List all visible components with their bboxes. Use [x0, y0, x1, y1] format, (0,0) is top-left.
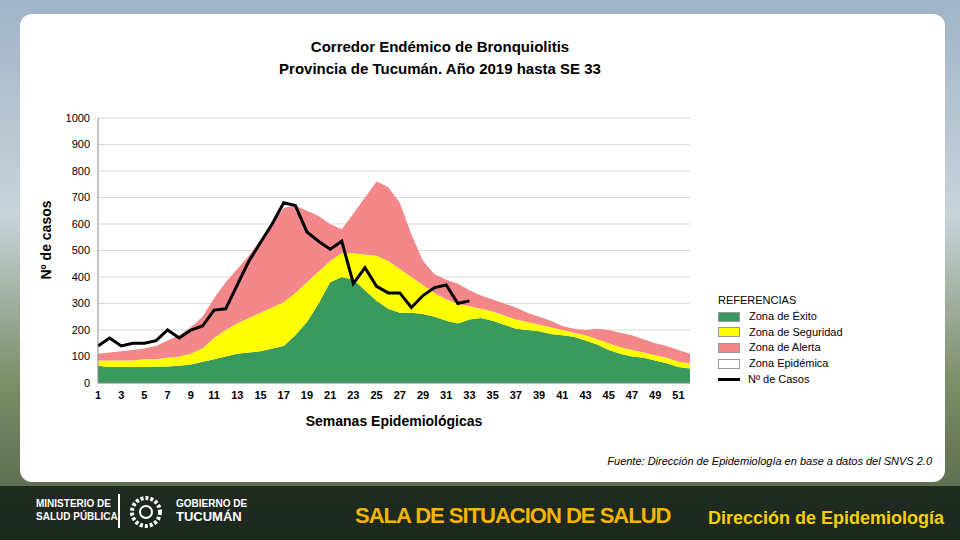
svg-text:7: 7: [165, 389, 171, 401]
svg-text:600: 600: [72, 218, 90, 230]
html-text:SALUD PÚBLICA: SALUD PÚBLICA: [36, 511, 118, 522]
html-text:Zona Epidémica: Zona Epidémica: [749, 357, 829, 370]
html-text:Dirección de Epidemiología: Dirección de Epidemiología: [707, 508, 944, 528]
svg-text:0: 0: [84, 377, 90, 389]
html-text:MINISTERIO DE: MINISTERIO DE: [36, 498, 111, 509]
svg-text:5: 5: [141, 389, 147, 401]
svg-text:300: 300: [72, 297, 90, 309]
svg-text:19: 19: [301, 389, 313, 401]
html-text:Zona de Alerta: Zona de Alerta: [749, 341, 821, 354]
svg-text:27: 27: [394, 389, 406, 401]
html-text:TUCUMÁN: TUCUMÁN: [176, 509, 242, 524]
svg-text:9: 9: [188, 389, 194, 401]
svg-text:3: 3: [118, 389, 124, 401]
svg-text:1000: 1000: [66, 112, 90, 124]
svg-text:500: 500: [72, 244, 90, 256]
svg-text:51: 51: [672, 389, 684, 401]
svg-text:31: 31: [440, 389, 452, 401]
svg-text:200: 200: [72, 324, 90, 336]
html-text:Nº de casos: Nº de casos: [38, 200, 54, 280]
svg-text:41: 41: [556, 389, 568, 401]
svg-text:21: 21: [324, 389, 336, 401]
svg-text:700: 700: [72, 191, 90, 203]
svg-text:1: 1: [95, 389, 101, 401]
html-text:SALA DE SITUACION DE SALUD: SALA DE SITUACION DE SALUD: [355, 503, 671, 528]
svg-text:39: 39: [533, 389, 545, 401]
html-text:GOBIERNO DE: GOBIERNO DE: [176, 498, 248, 509]
svg-text:800: 800: [72, 165, 90, 177]
svg-text:37: 37: [510, 389, 522, 401]
html-text:Corredor Endémico de Bronquiol: Corredor Endémico de Bronquiolitis: [310, 38, 570, 55]
svg-text:13: 13: [231, 389, 243, 401]
svg-text:11: 11: [208, 389, 220, 401]
svg-text:25: 25: [370, 389, 382, 401]
svg-text:17: 17: [278, 389, 290, 401]
svg-text:29: 29: [417, 389, 429, 401]
svg-text:900: 900: [72, 138, 90, 150]
svg-text:15: 15: [254, 389, 266, 401]
html-text:Fuente: Dirección de Epidemiol: Fuente: Dirección de Epidemiología en ba…: [607, 455, 932, 467]
svg-text:45: 45: [603, 389, 615, 401]
html-text:REFERENCIAS: REFERENCIAS: [718, 294, 797, 306]
svg-text:35: 35: [487, 389, 499, 401]
svg-text:33: 33: [463, 389, 475, 401]
svg-text:400: 400: [72, 271, 90, 283]
html-text:Provincia de Tucumán. Año 2019: Provincia de Tucumán. Año 2019 hasta SE …: [279, 60, 601, 77]
svg-text:Semanas Epidemiológicas: Semanas Epidemiológicas: [306, 413, 483, 429]
svg-text:43: 43: [579, 389, 591, 401]
svg-text:23: 23: [347, 389, 359, 401]
svg-text:100: 100: [72, 350, 90, 362]
html-text:Zona de Seguridad: Zona de Seguridad: [749, 325, 843, 338]
svg-text:47: 47: [626, 389, 638, 401]
html-text:Nº de Casos: Nº de Casos: [748, 373, 810, 385]
svg-text:49: 49: [649, 389, 661, 401]
html-text:Zona de Éxito: Zona de Éxito: [749, 309, 817, 322]
